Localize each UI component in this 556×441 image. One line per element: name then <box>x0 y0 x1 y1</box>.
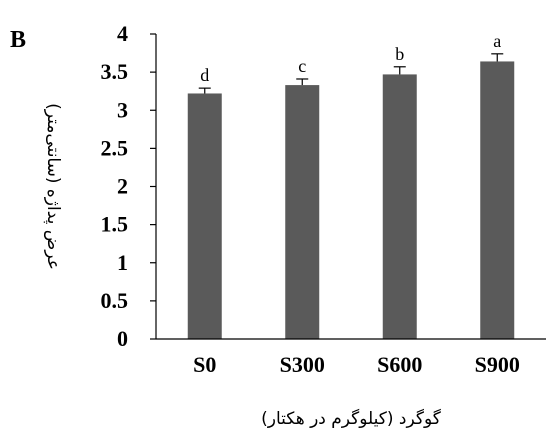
y-tick-label: 0 <box>117 326 128 351</box>
y-tick-label: 3.5 <box>101 59 129 84</box>
y-tick-label: 3 <box>117 97 128 122</box>
data-label: a <box>493 31 501 51</box>
data-labels: d c b a <box>200 31 501 85</box>
y-tick-label: 1 <box>117 250 128 275</box>
y-tick-label: 2.5 <box>101 135 129 160</box>
y-tick-label: 4 <box>117 21 128 46</box>
y-axis-ticks: 0 0.5 1 1.5 2 2.5 3 3.5 4 <box>101 21 156 351</box>
x-axis-title: گوگرد (کیلوگرم در هکتار) <box>261 408 442 429</box>
x-tick-label: S600 <box>377 352 422 377</box>
y-axis-title: عرض پداژه (سانتی‌متر) <box>43 103 63 270</box>
x-tick-label: S300 <box>280 352 325 377</box>
bars <box>187 61 515 340</box>
bar-s300 <box>285 85 320 340</box>
data-label: c <box>298 56 306 76</box>
error-bars <box>198 53 504 94</box>
y-tick-label: 2 <box>117 174 128 199</box>
bar-s0 <box>187 93 222 339</box>
data-label: b <box>395 44 404 64</box>
bar-s600 <box>382 74 417 339</box>
y-tick-label: 1.5 <box>101 212 129 237</box>
panel-label: B <box>10 27 26 53</box>
x-tick-label: S0 <box>193 352 216 377</box>
bar-s900 <box>480 61 515 339</box>
y-tick-label: 0.5 <box>101 288 129 313</box>
x-tick-label: S900 <box>475 352 520 377</box>
data-label: d <box>200 65 209 85</box>
x-axis-labels: S0 S300 S600 S900 <box>193 352 520 377</box>
